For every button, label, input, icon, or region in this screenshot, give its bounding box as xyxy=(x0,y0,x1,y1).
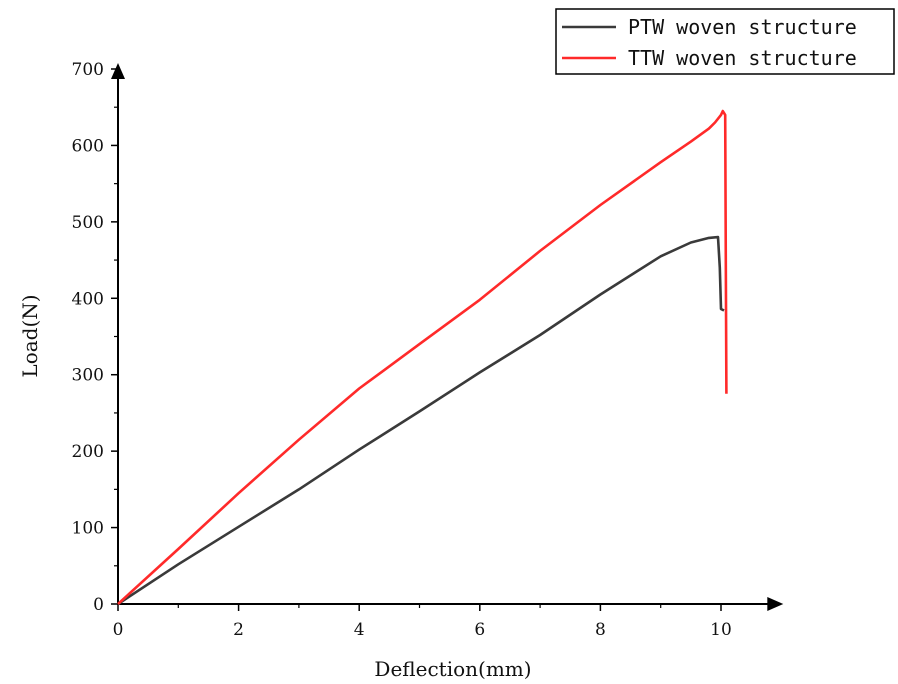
y-tick-label: 0 xyxy=(93,595,104,615)
x-axis-arrow-icon xyxy=(767,597,784,611)
y-tick-label: 400 xyxy=(72,289,104,309)
y-tick-label: 500 xyxy=(72,213,104,233)
y-tick-label: 600 xyxy=(72,136,104,156)
y-tick-label: 300 xyxy=(72,366,104,386)
x-tick-label: 4 xyxy=(354,620,365,640)
y-tick-label: 200 xyxy=(72,442,104,462)
legend: PTW woven structure TTW woven structure xyxy=(555,8,895,75)
y-tick-label: 700 xyxy=(72,60,104,80)
x-axis-title: Deflection(mm) xyxy=(374,657,531,681)
x-tick-label: 10 xyxy=(710,620,732,640)
y-axis-title: Load(N) xyxy=(18,294,42,377)
x-tick-label: 2 xyxy=(233,620,244,640)
series-lines xyxy=(117,109,728,606)
y-tick-label: 100 xyxy=(72,519,104,539)
x-tick-label: 8 xyxy=(595,620,606,640)
legend-box xyxy=(555,8,895,75)
legend-label-1: PTW woven structure xyxy=(628,15,857,39)
x-tick-label: 0 xyxy=(113,620,124,640)
series-line-1 xyxy=(117,235,725,606)
axes xyxy=(111,63,784,611)
legend-label-2: TTW woven structure xyxy=(628,46,857,70)
series-line-2 xyxy=(117,109,728,605)
y-axis-arrow-icon xyxy=(111,63,125,79)
x-tick-label: 6 xyxy=(474,620,485,640)
